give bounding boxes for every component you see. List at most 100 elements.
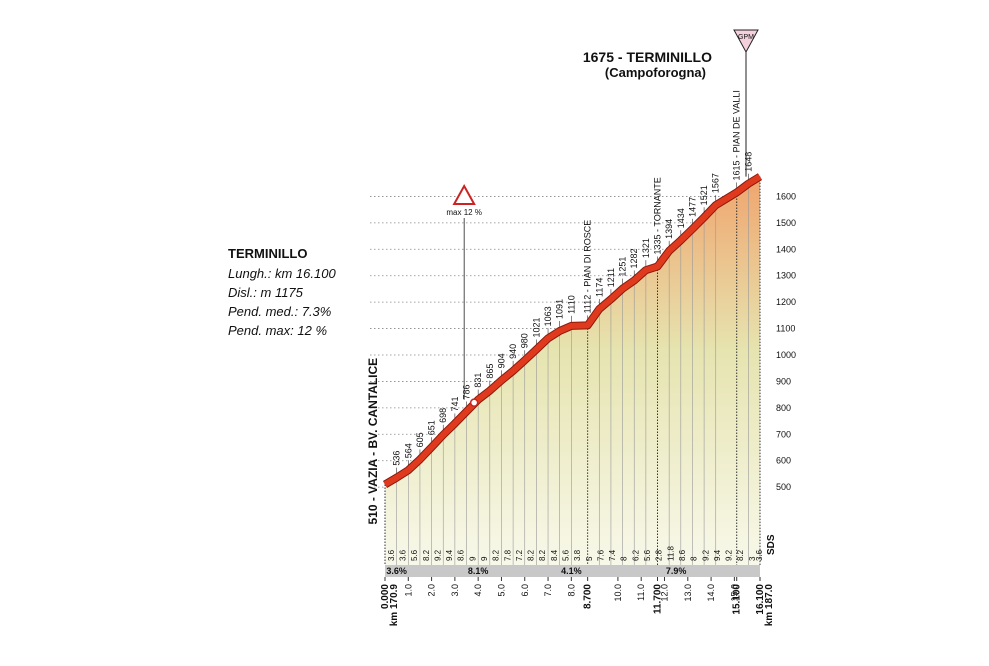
max-icon — [452, 183, 476, 205]
gradient-label: 8 — [620, 556, 629, 561]
info-line: Pend. max: 12 % — [228, 323, 327, 338]
gradient-label: 7.8 — [503, 549, 512, 561]
x-tick-label: 15.100 — [732, 584, 743, 615]
altitude-label: 1282 — [629, 248, 639, 268]
gradient-label: 9.2 — [701, 549, 710, 561]
y-tick-label: 1600 — [776, 191, 796, 201]
gradient-label: 3.8 — [573, 549, 582, 561]
y-tick-label: 1500 — [776, 218, 796, 228]
y-tick-label: 500 — [776, 482, 791, 492]
info-line: Pend. med.: 7.3% — [228, 304, 331, 319]
altitude-label: 651 — [427, 420, 437, 435]
gradient-label: 8.2 — [422, 549, 431, 561]
summit-icon — [733, 29, 759, 54]
x-tick-label: 3.0 — [450, 584, 460, 597]
gradient-label: 8.2 — [736, 549, 745, 561]
info-block: TERMINILLO Lungh.: km 16.100 Disl.: m 11… — [228, 246, 336, 338]
x-tick-label: 7.0 — [543, 584, 553, 597]
info-line: Disl.: m 1175 — [228, 285, 304, 300]
y-tick-label: 700 — [776, 429, 791, 439]
gradient-label: 8.2 — [538, 549, 547, 561]
x-tick-label: 14.0 — [706, 584, 716, 602]
gradient-label: 3.6 — [387, 549, 396, 561]
y-tick-label: 1000 — [776, 350, 796, 360]
gradient-label: 8.6 — [678, 549, 687, 561]
section-label: 7.9% — [666, 566, 687, 576]
altitude-label: 605 — [415, 432, 425, 447]
y-tick-label: 600 — [776, 456, 791, 466]
x-tick-label: 2.0 — [427, 584, 437, 597]
y-tick-label: 900 — [776, 376, 791, 386]
x-tick-label: 16.100 — [755, 584, 766, 615]
altitude-label: 1335 - TORNANTE — [653, 177, 663, 254]
altitude-label: 1063 — [543, 306, 553, 326]
altitude-label: 940 — [508, 344, 518, 359]
altitude-label: 1394 — [664, 219, 674, 239]
gradient-label: 9 — [480, 556, 489, 561]
info-line: Lungh.: km 16.100 — [228, 266, 336, 281]
section-label: 8.1% — [468, 566, 489, 576]
gradient-label: 9.4 — [445, 549, 454, 561]
section-band — [385, 565, 760, 577]
altitude-label: 1112 - PIAN DI ROSCE — [583, 220, 593, 314]
gradient-label: 5.6 — [562, 549, 571, 561]
altitude-label: 1211 — [606, 268, 616, 287]
gradient-label: 2.8 — [655, 549, 664, 561]
x-tick-label: 5.0 — [496, 584, 506, 597]
gradient-label: 8.2 — [492, 549, 501, 561]
x-tick-label: 0.000 — [380, 584, 391, 609]
x-tick-label: 6.0 — [520, 584, 530, 597]
gradient-label: 8.4 — [550, 549, 559, 561]
x-tick-label: 1.0 — [403, 584, 413, 597]
gradient-label: 5.6 — [643, 549, 652, 561]
x-tick-label: 15.0 — [729, 584, 739, 602]
gradient-label: 9.2 — [433, 549, 442, 561]
x-tick-label: 11.700 — [653, 584, 664, 614]
altitude-label: 1521 — [699, 185, 709, 205]
gradient-label: 5.6 — [410, 549, 419, 561]
gradient-label: 8.2 — [527, 549, 536, 561]
gradient-label: 9.4 — [713, 549, 722, 561]
altitude-label: 831 — [473, 373, 483, 388]
end-km: km 187.0 — [764, 584, 775, 627]
max-icon-label: max 12 % — [446, 208, 482, 217]
gradient-label: 3.6 — [755, 549, 764, 561]
x-tick-label: 13.0 — [683, 584, 693, 602]
altitude-label: 1434 — [676, 208, 686, 228]
altitude-label: 1567 — [711, 173, 721, 193]
x-tick-label: 11.0 — [636, 584, 646, 601]
altitude-label: 1477 — [687, 197, 697, 217]
x-tick-label: 12.0 — [660, 584, 670, 602]
altitude-label: 904 — [496, 353, 506, 368]
altitude-label: 698 — [438, 408, 448, 423]
gradient-label: 8.6 — [457, 549, 466, 561]
altitude-label: 1110 — [566, 295, 576, 314]
sds-label: SDS — [766, 534, 777, 555]
max-marker — [469, 398, 479, 407]
altitude-label: 1091 — [555, 299, 565, 319]
y-tick-label: 1300 — [776, 271, 796, 281]
section-label: 4.1% — [561, 566, 582, 576]
altitude-label: 564 — [403, 443, 413, 458]
y-tick-label: 1400 — [776, 244, 796, 254]
profile-area — [385, 176, 760, 565]
gradient-label: 7.4 — [608, 549, 617, 561]
gradient-label: 5 — [585, 556, 594, 561]
section-label: 3.6% — [386, 566, 407, 576]
start-label: 510 - VAZIA - BV. CANTALICE — [366, 358, 380, 525]
info-title: TERMINILLO — [228, 246, 307, 261]
altitude-label: 1615 - PIAN DE VALLI — [732, 90, 742, 180]
summit-icon-label: GPM — [738, 34, 754, 41]
y-tick-label: 1200 — [776, 297, 796, 307]
x-tick-label: 4.0 — [473, 584, 483, 597]
altitude-label: 980 — [520, 333, 530, 348]
y-tick-label: 1100 — [776, 324, 795, 334]
gradient-label: 7.2 — [515, 549, 524, 561]
altitude-label: 741 — [450, 396, 460, 411]
gradient-label: 3.6 — [398, 549, 407, 561]
gradient-label: 9 — [468, 556, 477, 561]
altitude-label: 786 — [462, 385, 472, 400]
gradient-label: 7.6 — [596, 549, 605, 561]
profile-line — [383, 174, 762, 488]
